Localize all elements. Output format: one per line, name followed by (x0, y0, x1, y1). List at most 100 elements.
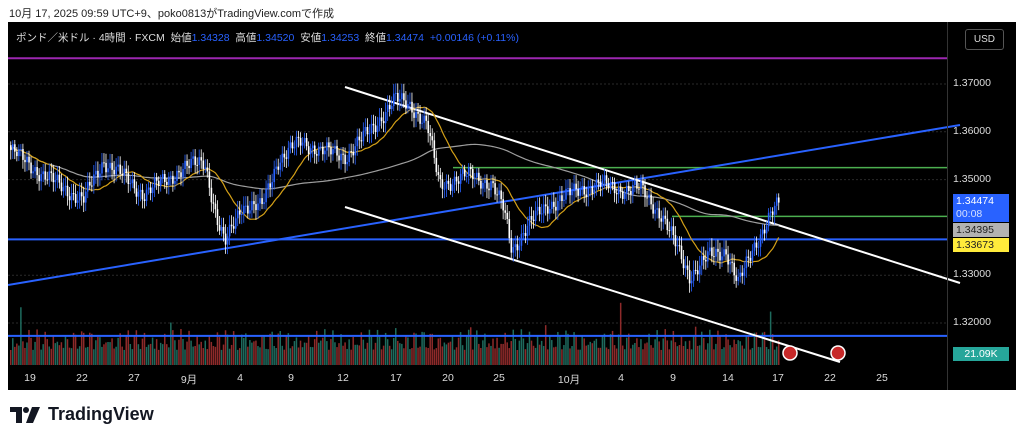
candle-body (581, 185, 584, 190)
candle-body (682, 259, 685, 269)
volume-bar (508, 348, 510, 365)
candle-body (188, 165, 190, 169)
volume-bar (378, 336, 381, 365)
candle-body (528, 215, 531, 226)
candle-body (441, 179, 444, 189)
volume-bar (386, 339, 389, 365)
ohlc-legend: ポンド／米ドル · 4時間 · FXCM 始値1.34328 高値1.34520… (16, 30, 519, 45)
volume-bar (524, 349, 527, 365)
candle-body (419, 113, 421, 124)
candle-body (717, 248, 719, 252)
volume-bar (555, 346, 557, 365)
volume-bar (672, 330, 675, 365)
volume-bar (577, 349, 579, 365)
candle-body (200, 157, 203, 161)
volume-bar (232, 331, 235, 365)
candle-body (42, 171, 45, 175)
candle-body (743, 268, 746, 276)
candle-body (583, 185, 586, 195)
volume-bar (658, 341, 660, 365)
volume-bar (275, 348, 277, 365)
volume-bar (340, 334, 342, 365)
volume-bar (115, 346, 117, 365)
candle-body (626, 185, 628, 194)
candle-body (307, 146, 310, 154)
candle-body (50, 171, 53, 174)
candle-body (615, 193, 618, 195)
volume-bar (372, 349, 375, 365)
tradingview-logo[interactable]: TradingView (10, 404, 154, 425)
candle-body (538, 206, 541, 215)
candle-body (78, 192, 81, 201)
price-chart[interactable] (8, 22, 1016, 390)
candle-body (348, 151, 350, 162)
volume-bar (243, 338, 245, 365)
volume-bar (727, 339, 729, 365)
volume-bar (180, 329, 182, 365)
candle-body (729, 261, 731, 265)
volume-bar (374, 342, 377, 365)
volume-bar (366, 342, 369, 365)
x-tick-label: 4 (618, 372, 624, 384)
candle-body (585, 194, 588, 197)
candle-body (216, 209, 219, 226)
candle-body (474, 177, 476, 179)
candle-body (186, 160, 188, 166)
candle-body (646, 197, 648, 199)
volume-bar (129, 343, 132, 365)
channel-lower-line (344, 206, 841, 363)
candle-body (496, 194, 498, 196)
candle-body (715, 248, 717, 257)
candle-body (368, 133, 371, 135)
volume-bar (433, 349, 435, 365)
currency-button[interactable]: USD (964, 29, 1004, 50)
candle-body (241, 213, 243, 215)
volume-bar (459, 332, 462, 365)
volume-bar (482, 340, 484, 365)
candle-body (619, 187, 622, 192)
candle-body (38, 175, 40, 182)
candle-body (603, 175, 606, 181)
last-price-tag: 1.34474 00:08 (953, 194, 1009, 222)
candle-body (364, 127, 367, 131)
candle-body (149, 187, 152, 194)
candle-body (376, 126, 379, 133)
candle-body (634, 180, 636, 185)
volume-bar (40, 349, 42, 365)
symbol-label[interactable]: ポンド／米ドル · 4時間 · FXCM (16, 32, 165, 44)
candle-body (696, 270, 699, 275)
candle-body (265, 189, 267, 203)
candle-body (334, 145, 336, 150)
volume-bar (711, 335, 713, 365)
volume-bar (24, 347, 26, 365)
candle-body (617, 187, 620, 195)
candle-body (380, 117, 383, 122)
x-tick-label: 9 (670, 372, 676, 384)
volume-bar (95, 340, 97, 365)
candle-body (378, 117, 381, 127)
volume-bar (626, 337, 628, 365)
x-tick-label: 9 (288, 372, 294, 384)
x-tick-label: 9月 (180, 374, 198, 386)
chart-panel[interactable]: ポンド／米ドル · 4時間 · FXCM 始値1.34328 高値1.34520… (8, 22, 1016, 390)
volume-bar (757, 346, 760, 365)
volume-bar (445, 344, 448, 365)
volume-bar (494, 348, 496, 365)
candle-body (650, 194, 652, 205)
candle-body (198, 157, 201, 165)
volume-bar (285, 336, 288, 365)
volume-bar (605, 347, 608, 365)
candle-body (654, 209, 656, 214)
candle-body (688, 269, 691, 284)
volume-bar (514, 339, 517, 365)
candle-body (129, 183, 132, 185)
volume-bar (184, 349, 186, 365)
candle-body (656, 208, 658, 210)
volume-bar (741, 345, 743, 365)
candle-body (557, 200, 559, 211)
candle-body (486, 180, 488, 189)
volume-bar (84, 347, 87, 365)
candle-body (12, 144, 14, 150)
candle-body (601, 180, 604, 187)
volume-bar (322, 337, 324, 365)
